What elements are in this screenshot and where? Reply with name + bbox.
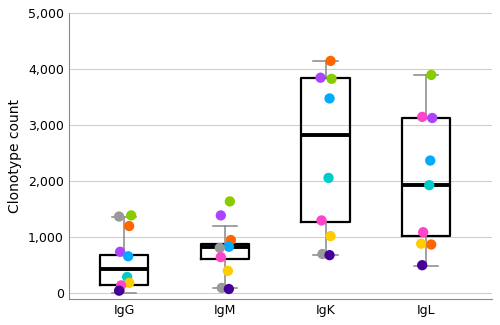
Point — [125, 280, 133, 285]
Point — [318, 218, 326, 223]
Point — [427, 72, 435, 77]
Point — [316, 75, 324, 80]
Point — [224, 268, 232, 273]
Point — [318, 252, 326, 257]
Point — [418, 114, 426, 120]
Point — [216, 245, 224, 251]
Point — [425, 183, 433, 188]
Point — [227, 238, 235, 243]
Point — [326, 253, 334, 258]
Point — [225, 244, 233, 249]
Point — [217, 254, 225, 260]
Point — [328, 76, 336, 82]
Point — [417, 241, 425, 246]
Point — [326, 96, 334, 101]
Point — [127, 213, 135, 218]
Point — [124, 254, 132, 259]
Point — [427, 242, 435, 247]
Point — [218, 285, 226, 291]
Point — [217, 213, 225, 218]
Y-axis label: Clonotype count: Clonotype count — [8, 99, 22, 213]
Point — [426, 158, 434, 163]
Point — [125, 224, 133, 229]
Point — [324, 175, 332, 180]
Point — [225, 286, 233, 292]
Point — [326, 234, 334, 239]
Point — [115, 214, 123, 219]
Point — [116, 249, 124, 254]
Point — [117, 283, 125, 288]
Point — [326, 58, 334, 63]
Point — [123, 274, 131, 280]
Point — [428, 115, 436, 121]
Point — [226, 199, 234, 204]
Point — [115, 288, 123, 293]
Point — [418, 263, 426, 268]
Point — [419, 229, 427, 235]
